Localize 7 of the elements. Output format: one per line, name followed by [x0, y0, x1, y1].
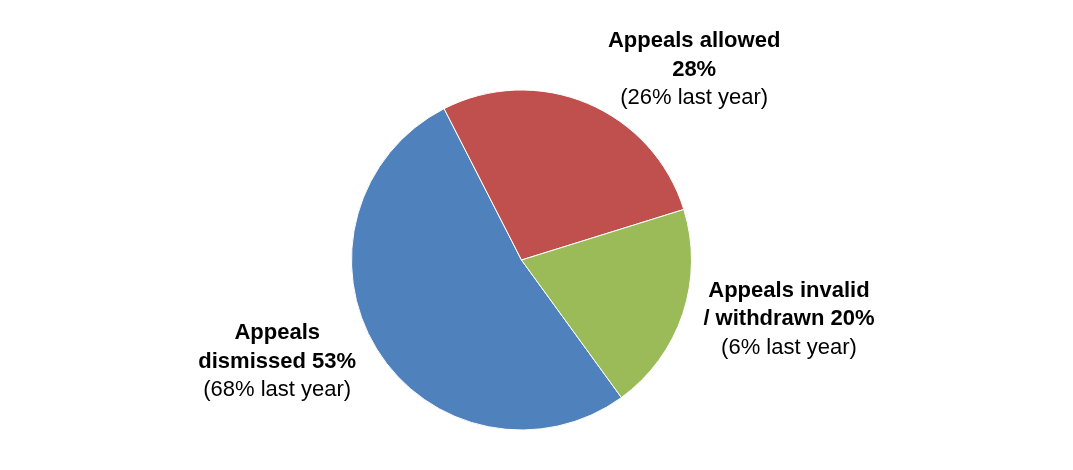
- text: (6% last year): [721, 333, 857, 359]
- data-label: 28%: [672, 55, 717, 81]
- slice-label: Appeals invalid / withdrawn 20%: [703, 276, 875, 331]
- text: (26% last year): [620, 84, 769, 110]
- text: (68% last year): [203, 376, 352, 402]
- slice-label: Appeals allowed: [607, 27, 781, 53]
- slice-label: Appeals dismissed 53%: [198, 319, 357, 373]
